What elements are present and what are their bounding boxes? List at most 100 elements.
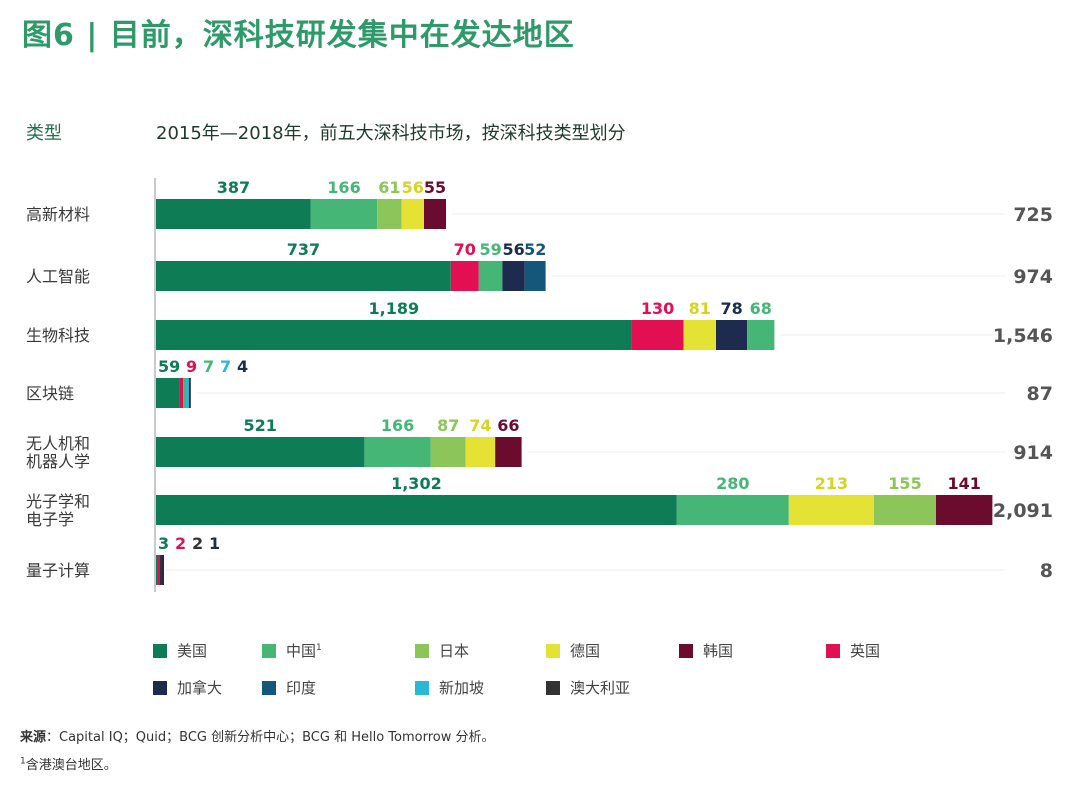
bar-segment [160, 555, 162, 585]
bar-segment [179, 378, 184, 408]
legend-label: 韩国 [703, 642, 734, 660]
legend-label: 英国 [850, 642, 881, 660]
data-label: 166 [327, 178, 360, 197]
legend-swatch [153, 680, 167, 695]
bar-segment [162, 555, 164, 585]
legend-swatch [679, 643, 693, 658]
data-label: 52 [524, 240, 546, 259]
bar-segment [156, 199, 311, 229]
category-label: 机器人学 [26, 452, 90, 471]
source-text: ：Capital IQ；Quid；BCG 创新分析中心；BCG 和 Hello … [46, 730, 495, 745]
bar-segment [188, 378, 191, 408]
bar-segment [156, 495, 677, 525]
bar-segment [156, 555, 158, 585]
data-label: 59 [479, 240, 501, 259]
data-label: 130 [641, 299, 674, 318]
bar-segment [683, 320, 716, 350]
total-label: 87 [1027, 383, 1053, 405]
footnote-marker: 1 [20, 756, 26, 767]
category-label: 生物科技 [26, 326, 90, 345]
data-label: 166 [381, 416, 414, 435]
data-label: 1,189 [368, 299, 419, 318]
legend-swatch [262, 643, 276, 658]
bar-segment [465, 437, 496, 467]
bar-segment [401, 199, 424, 229]
legend-item: 新加坡 [415, 677, 484, 698]
data-label: 141 [947, 474, 980, 493]
data-label: 81 [689, 299, 711, 318]
bar-segment [716, 320, 748, 350]
data-label: 3 [158, 534, 169, 553]
legend-label: 加拿大 [177, 679, 223, 697]
data-label: 7 [220, 357, 231, 376]
bar-segment [156, 261, 451, 291]
total-label: 2,091 [993, 500, 1053, 522]
data-label: 4 [237, 357, 248, 376]
legend-item: 韩国 [679, 640, 733, 661]
data-label: 59 [158, 357, 180, 376]
data-label: 737 [287, 240, 320, 259]
bar-segment [156, 437, 365, 467]
bar-segment [364, 437, 431, 467]
category-label: 人工智能 [26, 267, 90, 286]
data-label: 213 [815, 474, 848, 493]
bar-segment [874, 495, 936, 525]
category-label: 无人机和 [26, 434, 90, 453]
bar-segment [478, 261, 503, 291]
bar-segment [788, 495, 874, 525]
data-label: 61 [378, 178, 400, 197]
source-note: 来源：Capital IQ；Quid；BCG 创新分析中心；BCG 和 Hell… [20, 726, 495, 745]
bar-segment [495, 437, 522, 467]
data-label: 9 [186, 357, 197, 376]
data-label: 2 [192, 534, 203, 553]
total-label: 1,546 [993, 325, 1053, 347]
data-label: 56 [402, 178, 424, 197]
footnote: 1含港澳台地区。 [20, 754, 117, 773]
data-label: 1,302 [391, 474, 442, 493]
bar-segment [424, 199, 446, 229]
legend-item: 日本 [415, 640, 469, 661]
total-label: 974 [1013, 266, 1053, 288]
data-label: 55 [424, 178, 446, 197]
category-label: 量子计算 [26, 561, 90, 580]
bar-segment [747, 320, 775, 350]
legend-swatch [546, 680, 560, 695]
page-title: 图6 | 目前，深科技研发集中在发达地区 [22, 18, 575, 53]
legend-swatch [546, 643, 560, 658]
category-label: 电子学 [26, 510, 74, 529]
bar-segment [430, 437, 466, 467]
data-label: 521 [243, 416, 276, 435]
total-label: 8 [1040, 560, 1053, 582]
bar-segment [377, 199, 402, 229]
bar-segment [183, 378, 186, 408]
legend-item: 英国 [826, 640, 880, 661]
total-label: 914 [1013, 442, 1053, 464]
data-label: 78 [720, 299, 742, 318]
bar-segment [156, 378, 180, 408]
type-header: 类型 [26, 123, 62, 144]
data-label: 1 [209, 534, 220, 553]
data-label: 68 [750, 299, 772, 318]
data-label: 66 [497, 416, 519, 435]
legend-swatch [415, 680, 429, 695]
category-label: 光子学和 [26, 492, 90, 511]
bar-segment [156, 320, 632, 350]
total-label: 725 [1013, 204, 1053, 226]
data-label: 56 [502, 240, 524, 259]
source-label: 来源 [20, 730, 47, 745]
legend-item: 印度 [262, 677, 316, 698]
footnote-text: 含港澳台地区。 [25, 758, 117, 773]
legend-label: 印度 [286, 679, 317, 697]
legend-label: 新加坡 [439, 679, 485, 697]
legend-item: 中国1 [262, 640, 322, 661]
data-label: 155 [888, 474, 921, 493]
data-label: 387 [217, 178, 250, 197]
legend-swatch [826, 643, 840, 658]
bar-segment [186, 378, 189, 408]
legend-swatch [415, 643, 429, 658]
category-label: 区块链 [26, 384, 74, 403]
legend-label: 中国1 [286, 642, 322, 660]
chart-subtitle: 2015年—2018年，前五大深科技市场，按深科技类型划分 [156, 123, 626, 144]
legend-item: 加拿大 [153, 677, 222, 698]
bar-segment [936, 495, 993, 525]
